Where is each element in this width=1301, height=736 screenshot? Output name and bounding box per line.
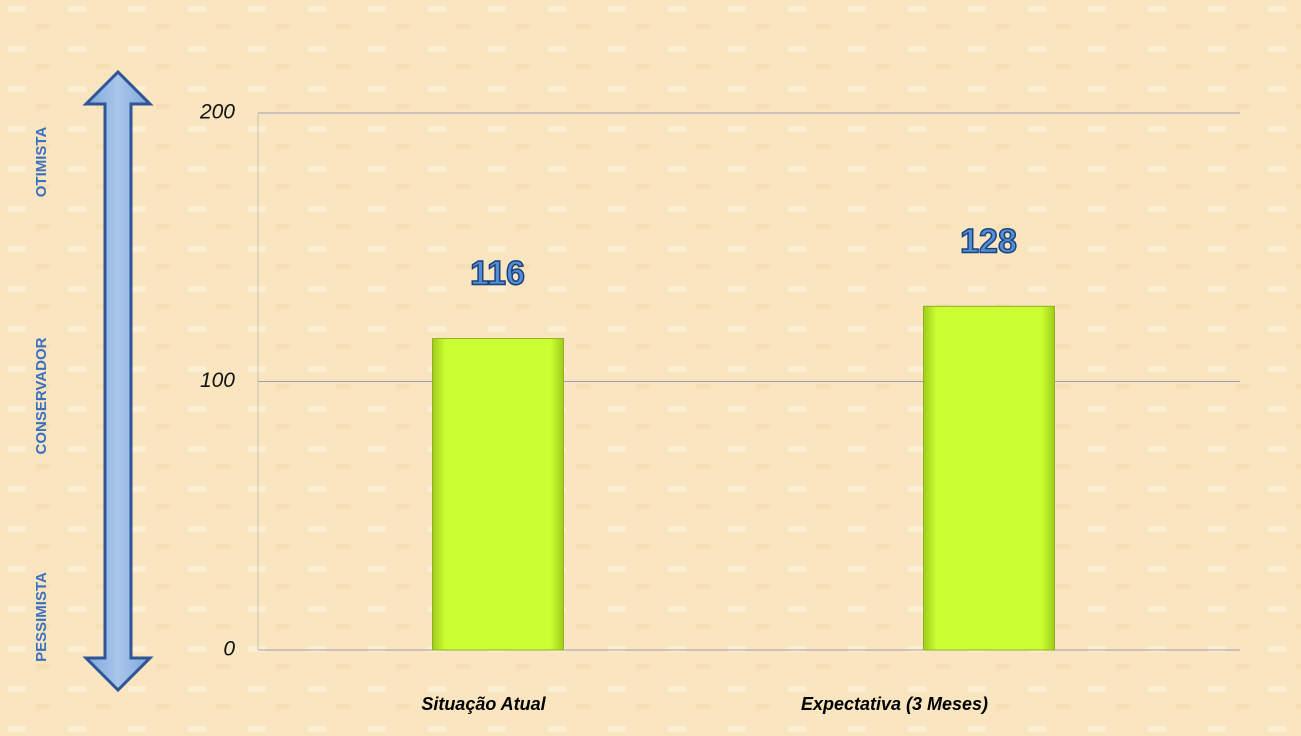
value-label: 128	[960, 222, 1017, 260]
side-label: PESSIMISTA	[33, 572, 50, 662]
y-tick-label: 200	[199, 101, 235, 124]
bar	[923, 305, 1055, 651]
x-tick-label: Expectativa (3 Meses)	[801, 694, 988, 714]
scale-arrow	[82, 69, 154, 693]
y-tick-label: 100	[200, 369, 235, 392]
bar	[432, 338, 564, 651]
y-tick-label: 0	[223, 638, 235, 661]
x-tick-label: Situação Atual	[421, 694, 546, 714]
side-label: CONSERVADOR	[33, 337, 50, 454]
value-label: 116	[470, 255, 525, 293]
side-label: OTIMISTA	[33, 127, 50, 198]
